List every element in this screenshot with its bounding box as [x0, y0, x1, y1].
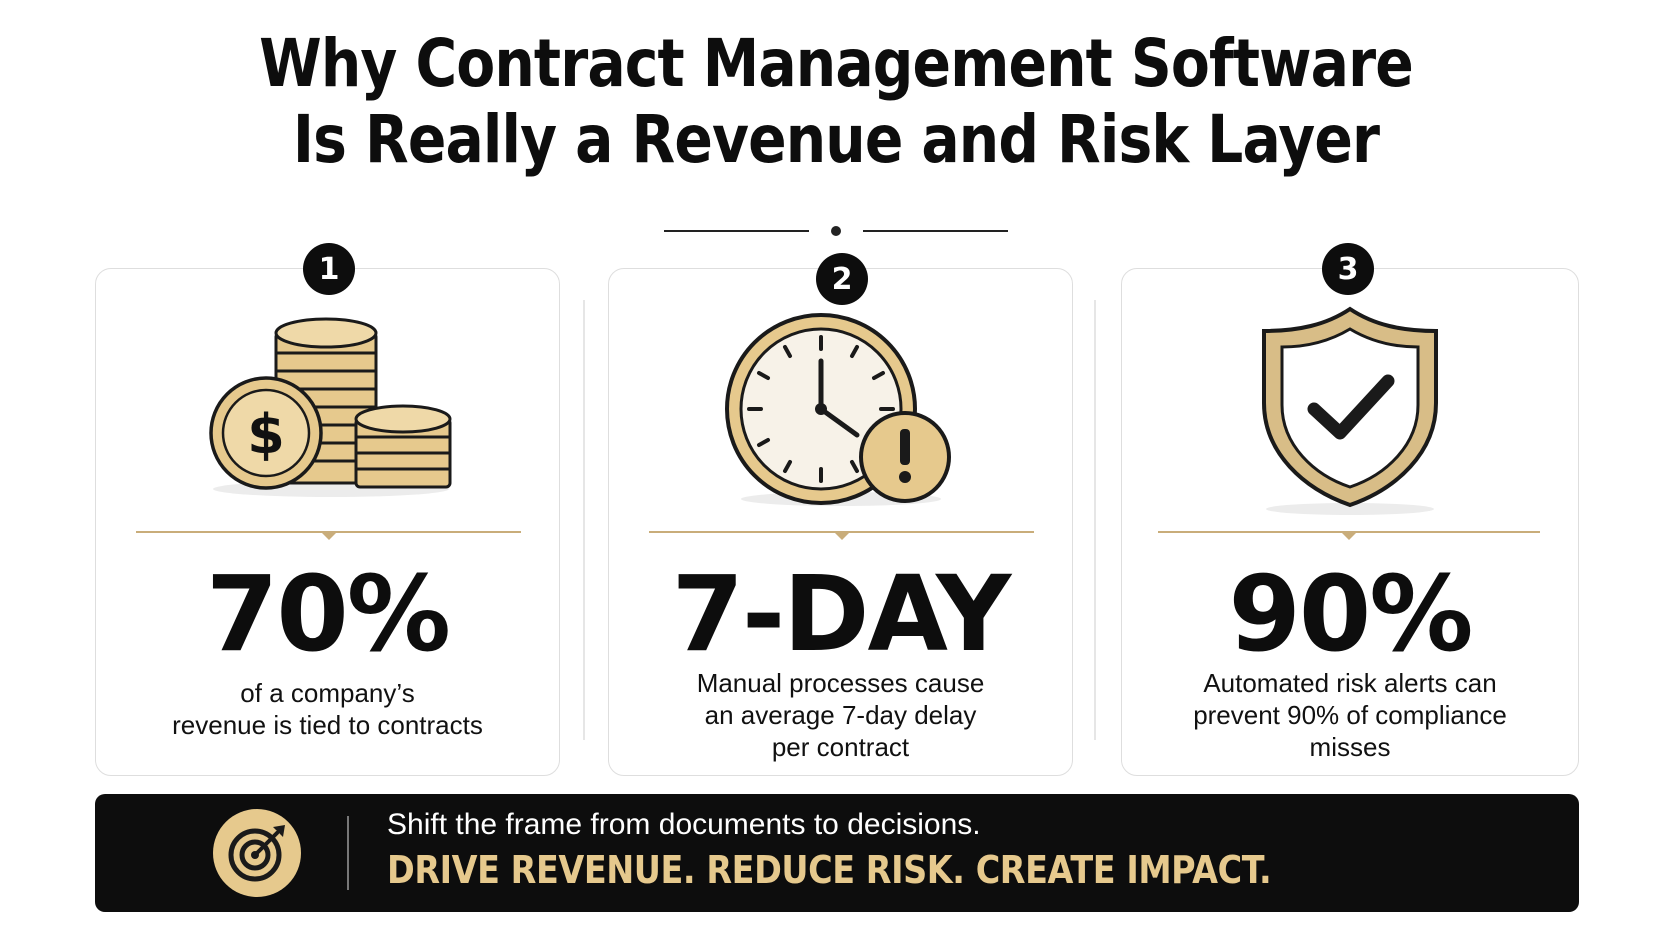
stat-description: of a company’s revenue is tied to contra…: [116, 677, 539, 741]
description-line: prevent 90% of compliance: [1193, 700, 1507, 730]
column-divider: [583, 300, 585, 740]
step-badge-1: 1: [303, 243, 355, 295]
clock-alert-icon: [725, 313, 951, 506]
card-separator: [136, 531, 521, 543]
description-line: an average 7-day delay: [704, 700, 977, 730]
description-line: revenue is tied to contracts: [172, 710, 483, 740]
stat-card-delay: 2 7-DAY Manual processes cause an averag…: [608, 253, 1073, 776]
coins-dollar-icon: $: [209, 317, 452, 497]
card-separator: [649, 531, 1034, 543]
target-arrow-icon: [213, 809, 301, 897]
page-title: Why Contract Management Software Is Real…: [0, 26, 1672, 178]
stat-card-revenue: 1 $ 70% of a company’s rev: [95, 243, 560, 776]
description-line: misses: [1309, 732, 1391, 762]
card-separator: [1158, 531, 1540, 543]
step-badge-2: 2: [816, 253, 868, 305]
stat-card-compliance: 3 90% Automated risk alerts can prevent …: [1121, 243, 1579, 776]
banner-slogan: DRIVE REVENUE. REDUCE RISK. CREATE IMPAC…: [387, 848, 1272, 892]
description-line: Manual processes cause: [696, 668, 985, 698]
shield-check-icon: [1262, 306, 1438, 515]
stat-value: 70%: [206, 553, 451, 675]
banner-divider: [347, 816, 349, 890]
column-divider: [1094, 300, 1096, 740]
call-to-action-banner: Shift the frame from documents to decisi…: [95, 794, 1579, 912]
stat-description: Manual processes cause an average 7-day …: [629, 667, 1052, 763]
banner-tagline: Shift the frame from documents to decisi…: [387, 808, 981, 841]
title-line-2: Is Really a Revenue and Risk Layer: [292, 101, 1380, 178]
description-line: of a company’s: [240, 678, 415, 708]
description-line: per contract: [771, 732, 910, 762]
stat-description: Automated risk alerts can prevent 90% of…: [1142, 667, 1558, 763]
stat-value: 7-DAY: [671, 553, 1012, 675]
stat-value: 90%: [1228, 553, 1474, 675]
description-line: Automated risk alerts can: [1203, 668, 1497, 698]
title-divider: [664, 226, 1008, 236]
step-badge-3: 3: [1322, 243, 1374, 295]
svg-text:$: $: [247, 403, 285, 466]
title-line-1: Why Contract Management Software: [259, 25, 1414, 102]
